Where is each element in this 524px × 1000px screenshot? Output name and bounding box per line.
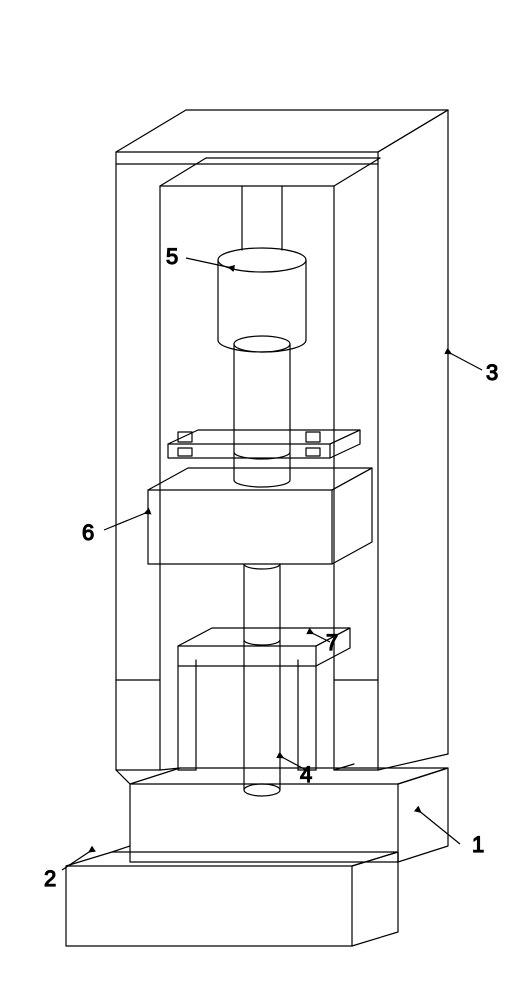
callout-label-3: 3: [486, 360, 498, 385]
machine-lineart: [66, 110, 448, 946]
press-machine-diagram: 1 2 3 4 5 6 7: [0, 0, 524, 1000]
callout-label-4: 4: [300, 762, 312, 787]
callout-label-6: 6: [82, 520, 94, 545]
callout-label-2: 2: [44, 866, 56, 891]
callout-leader-1: [418, 810, 460, 844]
callout-label-5: 5: [166, 244, 178, 269]
callout-label-7: 7: [326, 630, 338, 655]
callout-leader-5: [186, 258, 232, 268]
callout-leader-3: [448, 352, 482, 370]
callout-leader-6: [104, 512, 148, 530]
callouts: 1 2 3 4 5 6 7: [44, 244, 498, 891]
callout-label-1: 1: [472, 832, 484, 857]
